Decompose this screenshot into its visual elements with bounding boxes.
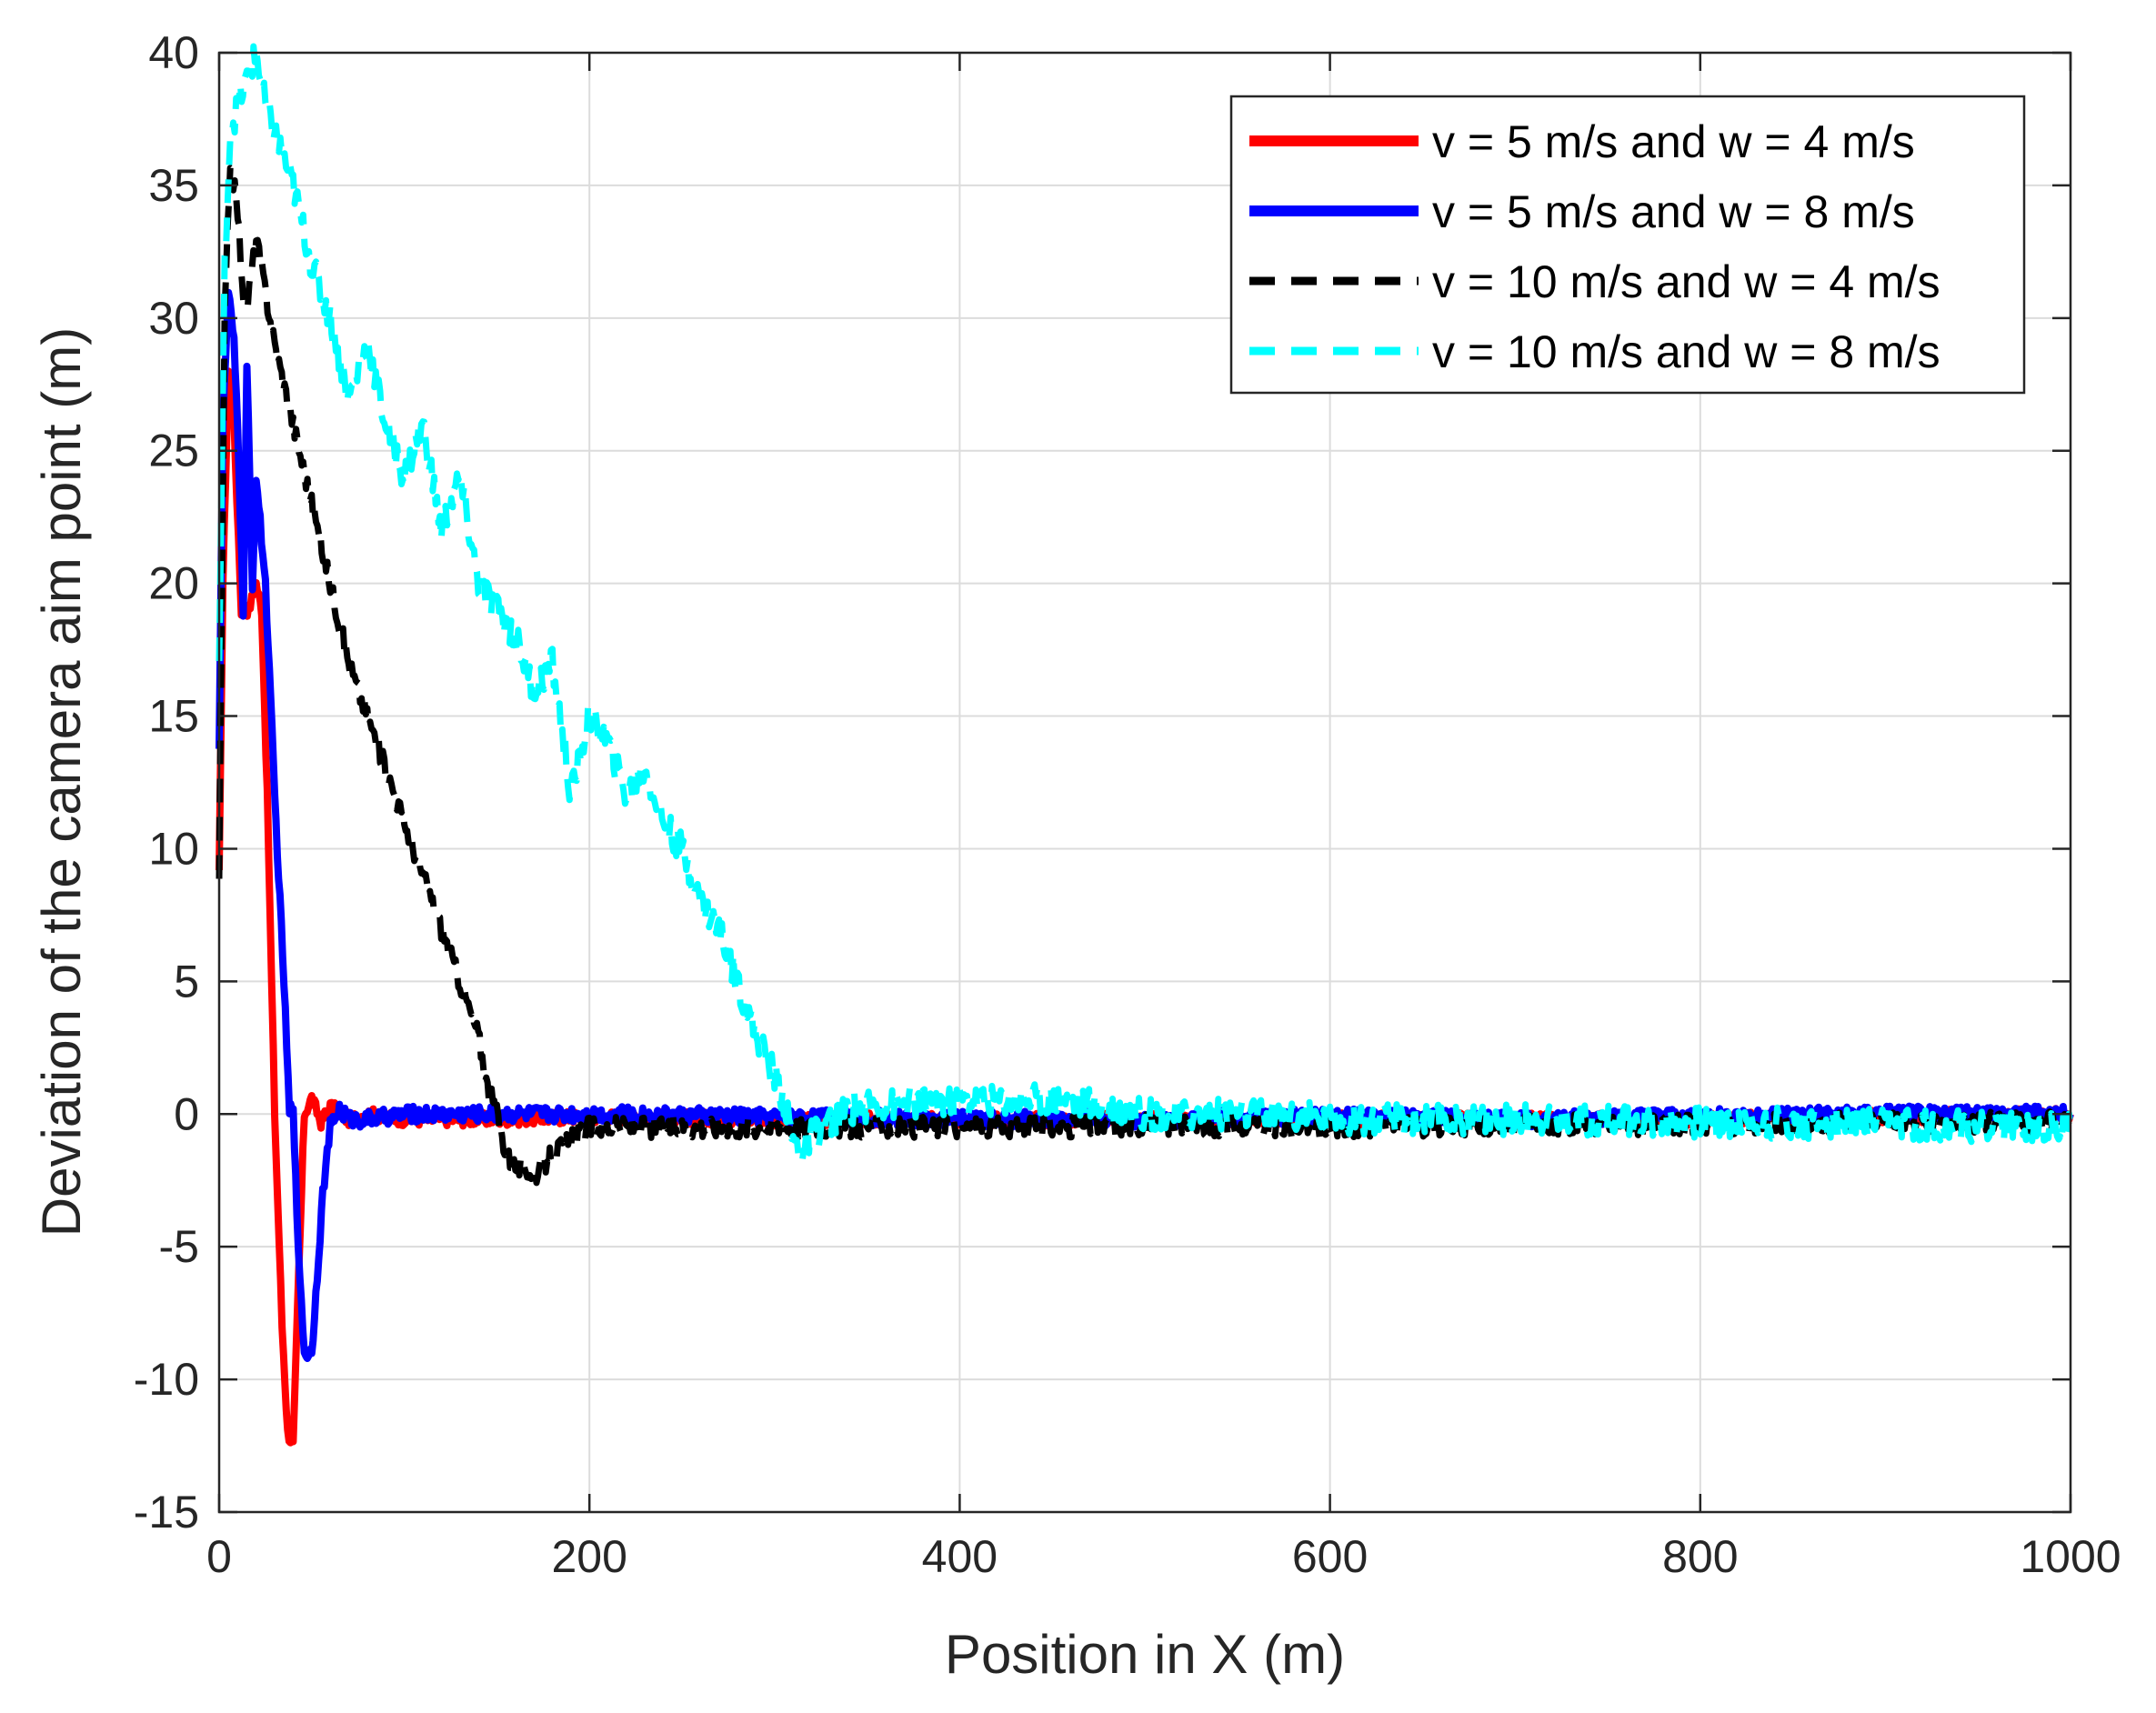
series-group [216,43,2074,1447]
axes-box [217,51,2072,1514]
x-tick-label: 400 [922,1531,998,1582]
y-tick-label: 0 [174,1088,199,1139]
y-tick-label: -10 [134,1354,199,1405]
y-tick-label: 25 [148,426,199,476]
y-tick-label: 5 [174,956,199,1007]
tick-labels: 0 200 400 600 800 1000 -15 -10 -5 0 5 10 15 20 25 30 35 4… [134,27,2121,1582]
y-tick-label: 40 [148,27,199,78]
ticks [217,51,2072,1514]
legend-label-1: v = 5 m/s and w = 8 m/s [1432,186,1915,237]
x-tick-label: 600 [1292,1531,1368,1582]
y-axis-title: Deviation of the camera aim point (m) [31,327,92,1237]
x-axis-title: Position in X (m) [945,1624,1345,1685]
y-tick-label: 30 [148,293,199,344]
y-tick-label: 20 [148,558,199,609]
series-line-3 [216,43,2074,1167]
legend-label-0: v = 5 m/s and w = 4 m/s [1432,116,1915,167]
x-tick-label: 1000 [2020,1531,2121,1582]
y-tick-label: 15 [148,691,199,742]
x-tick-label: 0 [206,1531,232,1582]
x-tick-label: 200 [551,1531,627,1582]
y-tick-label: -5 [159,1221,199,1272]
y-tick-label: 10 [148,823,199,874]
legend-label-3: v = 10 m/s and w = 8 m/s [1432,326,1940,377]
legend: v = 5 m/s and w = 4 m/s v = 5 m/s and w … [1229,95,2026,395]
y-tick-label: -15 [134,1487,199,1538]
legend-label-2: v = 10 m/s and w = 4 m/s [1432,256,1940,307]
y-tick-label: 35 [148,160,199,211]
x-tick-label: 800 [1662,1531,1738,1582]
series-line-1 [216,288,2074,1362]
